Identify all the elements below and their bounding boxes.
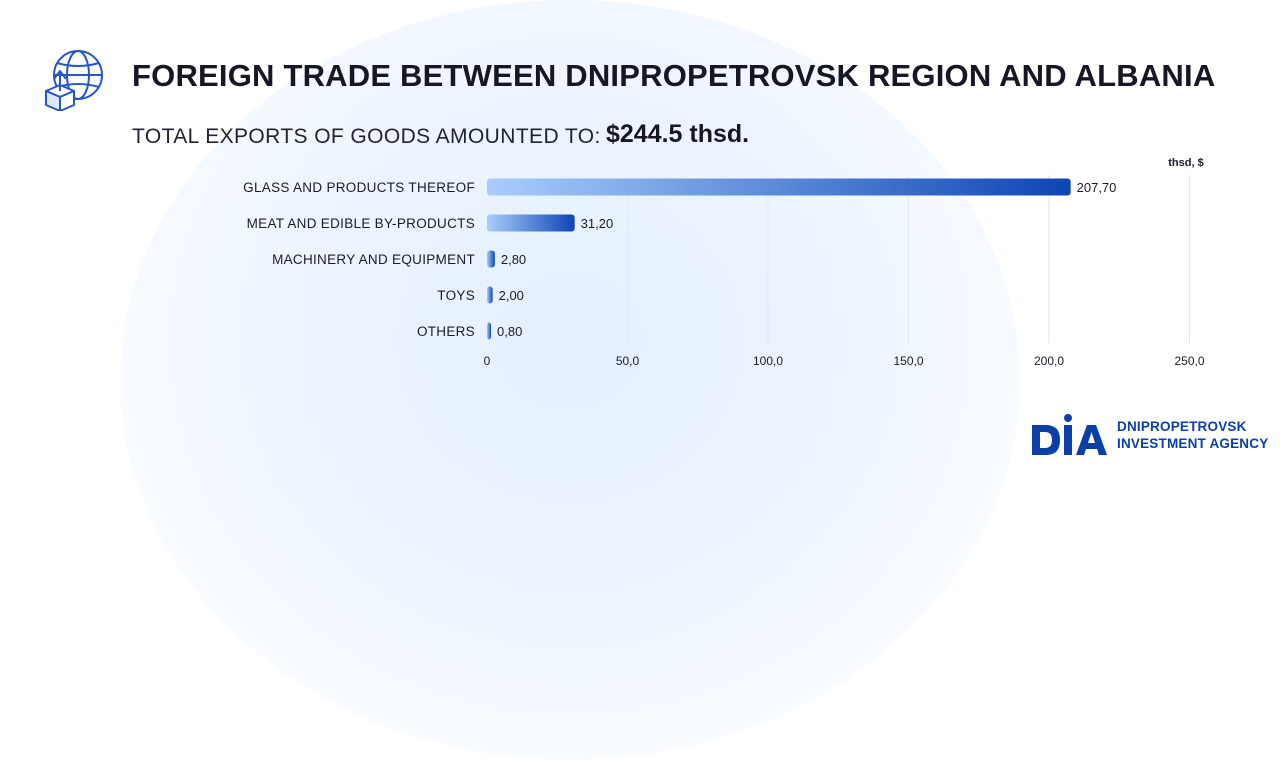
bar [487,250,495,268]
bar [487,322,491,340]
logo-line-1: DNIPROPETROVSK [1117,419,1247,434]
total-exports-value: $244.5 thsd. [606,120,750,148]
subtitle-label: TOTAL EXPORTS OF GOODS AMOUNTED TO: [132,125,601,148]
bar [487,178,1071,196]
category-label: GLASS AND PRODUCTS THEREOF [243,180,475,195]
data-label: 31,20 [581,216,614,231]
data-label: 2,00 [499,288,524,303]
x-tick-label: 0 [484,354,491,368]
logo-line-2: INVESTMENT AGENCY [1117,436,1269,451]
data-label: 0,80 [497,324,522,339]
chart-bars [487,178,1071,340]
x-tick-label: 50,0 [616,354,640,368]
exports-bar-chart: 0 50,0 100,0 150,0 200,0 250,0 GLASS AND PRODU… [243,157,1205,368]
page-title: FOREIGN TRADE BETWEEN DNIPROPETROVSK REG… [132,58,1216,93]
category-label: TOYS [437,288,475,303]
x-tick-label: 100,0 [753,354,783,368]
unit-label: thsd, $ [1168,157,1203,169]
data-label: 2,80 [501,252,526,267]
chart-gridlines [627,175,1190,343]
chart-labels: 0 50,0 100,0 150,0 200,0 250,0 GLASS AND PRODU… [243,180,1205,368]
dia-logo [1032,414,1107,455]
category-label: OTHERS [417,324,475,339]
category-label: MACHINERY AND EQUIPMENT [272,252,475,267]
logo-text: DNIPROPETROVSK INVESTMENT AGENCY [1117,418,1268,452]
x-tick-label: 250,0 [1174,354,1204,368]
data-label: 207,70 [1077,180,1117,195]
x-tick-label: 200,0 [1034,354,1064,368]
x-tick-label: 150,0 [893,354,923,368]
category-label: MEAT AND EDIBLE BY-PRODUCTS [247,216,475,231]
bar [487,286,493,304]
bar [487,214,575,232]
globe-export-box-icon [45,50,103,111]
